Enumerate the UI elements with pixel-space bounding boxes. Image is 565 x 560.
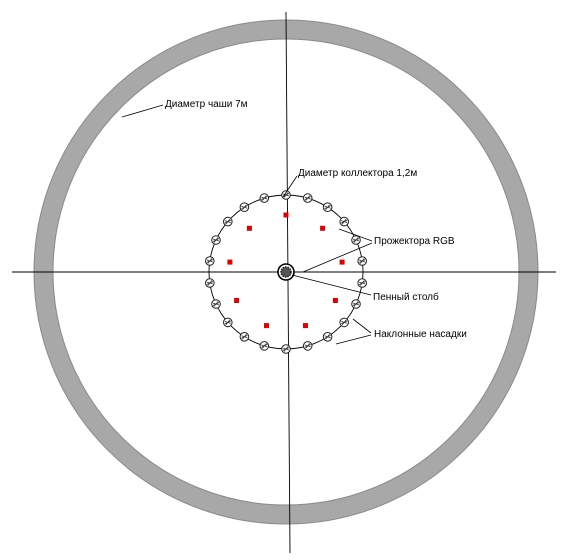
bowl-diameter-label: Диаметр чаши 7м <box>165 99 248 110</box>
inclined-nozzle <box>302 193 313 203</box>
inclined-nozzle <box>339 317 350 328</box>
inclined-nozzle <box>223 216 233 227</box>
inclined-nozzle <box>357 256 368 266</box>
rgb-spotlight <box>283 212 289 218</box>
rgb-spotlight <box>339 259 345 265</box>
inclined-nozzle <box>223 317 233 328</box>
inclined-nozzle <box>205 256 215 266</box>
inclined-nozzle <box>339 216 350 227</box>
spotlight-group <box>227 212 345 329</box>
inclined-nozzle <box>357 278 368 288</box>
nozzles-leader-2 <box>335 334 372 345</box>
vertical-axis <box>285 11 291 554</box>
inclined-nozzle <box>211 299 221 309</box>
inclined-nozzle <box>205 278 215 288</box>
rgb-spotlight <box>246 225 252 231</box>
collector-diameter-leader <box>282 175 298 198</box>
inclined-nozzle <box>239 332 250 342</box>
spotlights-label: Прожектора RGB <box>374 236 455 247</box>
foam-column-inner <box>280 266 292 278</box>
inclined-nozzle <box>322 202 333 212</box>
foam-column-leader <box>291 274 372 296</box>
inclined-nozzle <box>211 235 221 245</box>
foam-column-label: Пенный столб <box>373 291 439 303</box>
inclined-nozzle <box>302 341 313 351</box>
inclined-nozzle <box>351 235 361 245</box>
inclined-nozzle <box>281 344 291 354</box>
bowl-diameter-leader <box>121 104 164 118</box>
rgb-spotlight <box>320 225 326 231</box>
rgb-spotlight <box>234 298 240 303</box>
spotlights-leader-2 <box>302 242 373 273</box>
inclined-nozzles-label: Наклонные насадки <box>374 329 467 340</box>
inclined-nozzle <box>259 193 270 203</box>
rgb-spotlight <box>332 298 338 303</box>
nozzle-group <box>205 190 368 354</box>
spotlights-leader-1 <box>338 228 373 242</box>
inclined-nozzle <box>239 202 250 212</box>
inclined-nozzle <box>322 332 333 342</box>
rgb-spotlight <box>264 323 269 329</box>
collector-diameter-label: Диаметр коллектора 1,2м <box>298 168 417 179</box>
inclined-nozzle <box>259 341 270 351</box>
rgb-spotlight <box>227 259 233 265</box>
rgb-spotlight <box>303 323 308 329</box>
inclined-nozzle <box>281 190 291 200</box>
nozzles-leader-1 <box>352 318 372 334</box>
inclined-nozzle <box>351 299 361 309</box>
